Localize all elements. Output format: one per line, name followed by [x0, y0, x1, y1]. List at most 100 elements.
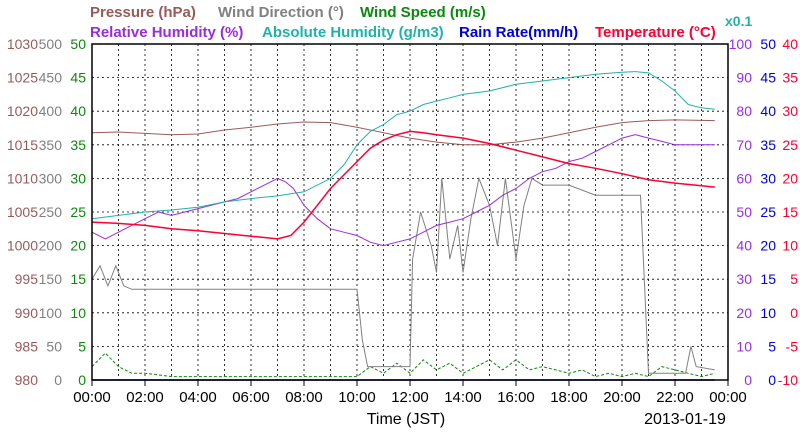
y-tick-label-rain-rate: 30: [760, 170, 776, 186]
y-tick-label-relative-humidity: 50: [736, 204, 752, 220]
y-tick-label-pressure: 1025: [7, 70, 38, 86]
y-tick-label-rain-rate: 40: [760, 103, 776, 119]
y-tick-label-pressure: 1030: [7, 36, 38, 52]
y-tick-label-wind-direction: 300: [39, 170, 63, 186]
legend-temperature: Temperature (°C): [595, 24, 716, 41]
series-line-relative-humidity: [91, 134, 715, 247]
x-tick-label: 12:00: [391, 389, 429, 406]
left-axes: 9809859909951000100510101015102010251030…: [7, 36, 86, 388]
y-tick-label-temperature: 5: [790, 271, 798, 287]
y-tick-label-temperature: 20: [782, 170, 798, 186]
x-tick-label: 10:00: [338, 389, 376, 406]
y-tick-label-temperature: 30: [782, 103, 798, 119]
series-line-temperature: [91, 130, 715, 240]
y-tick-label-rain-rate: 10: [760, 305, 776, 321]
y-tick-label-rain-rate: 35: [760, 137, 776, 153]
y-tick-label-wind-speed: 15: [70, 271, 86, 287]
legend-relative-humidity: Relative Humidity (%): [90, 24, 243, 41]
y-tick-label-pressure: 980: [15, 372, 39, 388]
y-tick-label-relative-humidity: 10: [736, 338, 752, 354]
legend-wind-direction: Wind Direction (°): [218, 4, 344, 21]
y-tick-label-rain-rate: 45: [760, 70, 776, 86]
y-tick-label-pressure: 1000: [7, 238, 38, 254]
x-tick-label: 18:00: [550, 389, 588, 406]
y-tick-label-rain-rate: 0: [768, 372, 776, 388]
x-tick-label: 00:00: [709, 389, 747, 406]
y-tick-label-wind-direction: 350: [39, 137, 63, 153]
x-tick-label: 00:00: [73, 389, 111, 406]
y-tick-label-relative-humidity: 80: [736, 103, 752, 119]
y-tick-label-pressure: 985: [15, 338, 39, 354]
series-group: [91, 71, 715, 381]
series-line-wind-speed: [91, 352, 715, 378]
y-tick-label-temperature: -10: [778, 372, 798, 388]
y-tick-label-temperature: 25: [782, 137, 798, 153]
plot-frame: [91, 43, 729, 381]
y-tick-label-wind-speed: 0: [78, 372, 86, 388]
x-tick-label: 16:00: [497, 389, 535, 406]
grid: [92, 44, 728, 380]
y-tick-label-wind-speed: 25: [70, 204, 86, 220]
y-tick-label-wind-direction: 450: [39, 70, 63, 86]
x-tick-label: 04:00: [179, 389, 217, 406]
y-tick-label-temperature: 0: [790, 305, 798, 321]
date-label: 2013-01-19: [644, 411, 726, 428]
y-tick-label-wind-speed: 20: [70, 238, 86, 254]
right-axes: 0102030405060708090100051015202530354045…: [729, 36, 799, 388]
y-tick-label-pressure: 1005: [7, 204, 38, 220]
y-tick-label-rain-rate: 20: [760, 238, 776, 254]
y-tick-label-relative-humidity: 40: [736, 238, 752, 254]
y-tick-label-wind-direction: 400: [39, 103, 63, 119]
legend-wind-speed: Wind Speed (m/s): [360, 4, 486, 21]
y-tick-label-wind-direction: 100: [39, 305, 63, 321]
y-tick-label-wind-speed: 35: [70, 137, 86, 153]
x-axis: 00:00 02:00 04:00 06:00 08:00 10:00 12:00 14:00…: [73, 380, 747, 406]
x-tick-label: 08:00: [285, 389, 323, 406]
abs-humidity-scale-note: x0.1: [725, 13, 752, 29]
y-tick-label-wind-direction: 200: [39, 238, 63, 254]
y-tick-label-relative-humidity: 90: [736, 70, 752, 86]
y-tick-label-wind-direction: 500: [39, 36, 63, 52]
y-tick-label-wind-speed: 5: [78, 338, 86, 354]
y-tick-label-wind-direction: 0: [54, 372, 62, 388]
y-tick-label-rain-rate: 5: [768, 338, 776, 354]
y-tick-label-relative-humidity: 70: [736, 137, 752, 153]
y-tick-label-wind-speed: 50: [70, 36, 86, 52]
y-tick-label-relative-humidity: 30: [736, 271, 752, 287]
x-tick-label: 02:00: [126, 389, 164, 406]
y-tick-label-rain-rate: 50: [760, 36, 776, 52]
y-tick-label-relative-humidity: 60: [736, 170, 752, 186]
x-tick-label: 22:00: [656, 389, 694, 406]
x-tick-label: 06:00: [232, 389, 270, 406]
x-tick-label: 14:00: [444, 389, 482, 406]
y-tick-label-wind-speed: 10: [70, 305, 86, 321]
y-tick-label-wind-speed: 30: [70, 170, 86, 186]
y-tick-label-relative-humidity: 20: [736, 305, 752, 321]
x-tick-label: 20:00: [603, 389, 641, 406]
y-tick-label-temperature: -5: [786, 338, 799, 354]
y-tick-label-temperature: 15: [782, 204, 798, 220]
y-tick-label-relative-humidity: 0: [744, 372, 752, 388]
x-axis-label: Time (JST): [367, 411, 446, 428]
y-tick-label-wind-direction: 150: [39, 271, 63, 287]
y-tick-label-pressure: 990: [15, 305, 39, 321]
y-tick-label-pressure: 1015: [7, 137, 38, 153]
y-tick-label-relative-humidity: 100: [729, 36, 753, 52]
y-tick-label-rain-rate: 15: [760, 271, 776, 287]
y-tick-label-wind-speed: 40: [70, 103, 86, 119]
y-tick-label-wind-direction: 50: [46, 338, 62, 354]
y-tick-label-pressure: 995: [15, 271, 39, 287]
legend-rain-rate: Rain Rate(mm/h): [459, 24, 578, 41]
series-line-wind-direction: [91, 176, 715, 374]
y-tick-label-temperature: 10: [782, 238, 798, 254]
y-tick-label-temperature: 35: [782, 70, 798, 86]
y-tick-label-rain-rate: 25: [760, 204, 776, 220]
y-tick-label-pressure: 1010: [7, 170, 38, 186]
y-tick-label-temperature: 40: [782, 36, 798, 52]
legend-pressure: Pressure (hPa): [90, 4, 196, 21]
series-line-absolute-humidity: [91, 71, 715, 220]
y-tick-label-wind-speed: 45: [70, 70, 86, 86]
y-tick-label-wind-direction: 250: [39, 204, 63, 220]
legend-absolute-humidity: Absolute Humidity (g/m3): [262, 24, 444, 41]
